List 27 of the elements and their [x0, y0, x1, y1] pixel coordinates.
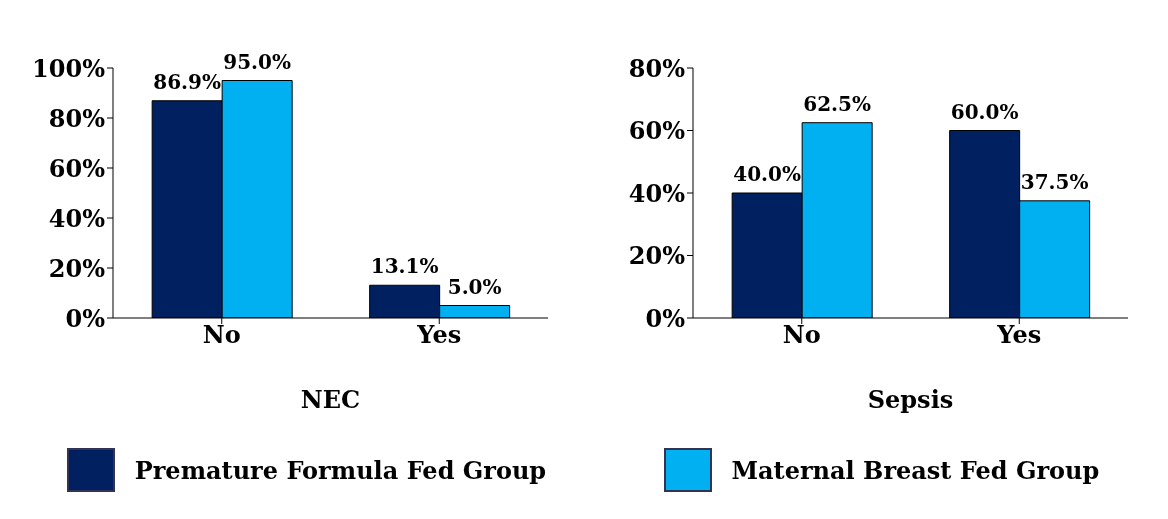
y-tick-label: 60% [628, 116, 686, 146]
y-tick-label: 0% [645, 303, 686, 333]
data-label: 86.9% [153, 69, 222, 94]
y-tick-label: 80% [628, 53, 686, 83]
data-label: 95.0% [223, 49, 292, 74]
data-label: 5.0% [447, 274, 502, 299]
y-tick-label: 0% [65, 303, 106, 333]
y-tick-label: 60% [48, 153, 106, 183]
data-label: 60.0% [950, 99, 1019, 124]
y-tick-label: 80% [48, 103, 106, 133]
data-label: 62.5% [803, 91, 872, 116]
y-tick-label: 100% [32, 53, 106, 83]
x-tick-label: No [202, 320, 241, 350]
y-tick-label: 40% [48, 203, 106, 233]
legend-label: Maternal Breast Fed Group [731, 455, 1100, 485]
x-axis-title: NEC [300, 385, 361, 414]
y-tick-label: 20% [48, 253, 106, 283]
data-label: 40.0% [733, 162, 802, 186]
x-axis-title: Sepsis [867, 385, 954, 414]
x-tick-label: Yes [416, 320, 462, 350]
data-label: 37.5% [1020, 169, 1089, 194]
legend-label: Premature Formula Fed Group [134, 455, 547, 485]
data-label: 13.1% [370, 254, 439, 279]
x-tick-label: Yes [996, 320, 1042, 350]
y-tick-label: 20% [628, 241, 686, 271]
x-tick-label: No [782, 320, 821, 350]
y-tick-label: 40% [628, 178, 686, 208]
